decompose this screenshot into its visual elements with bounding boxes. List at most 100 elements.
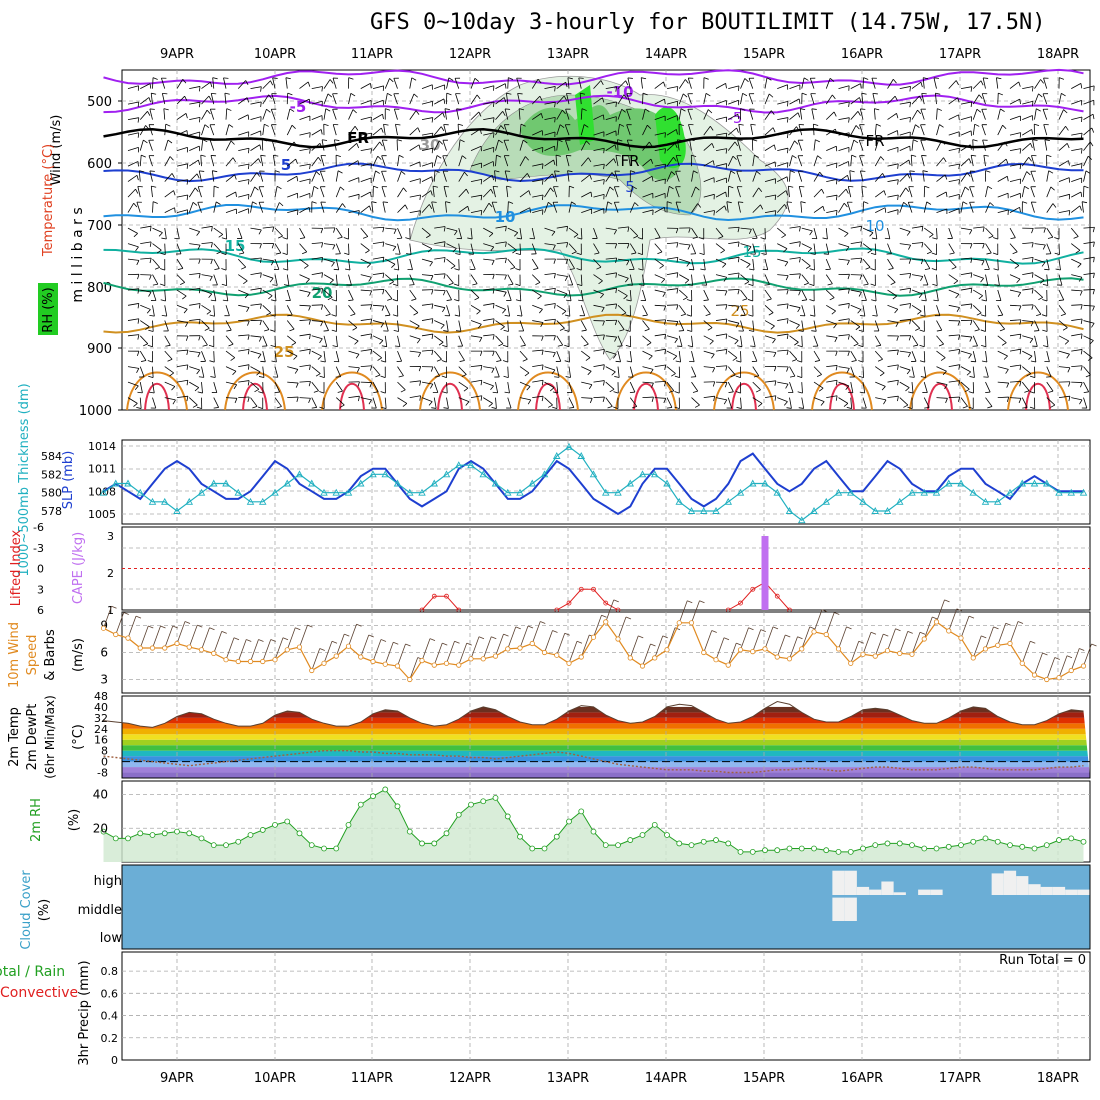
date-label-bottom: 9APR (160, 1071, 194, 1086)
wind-barb (1083, 226, 1095, 229)
wind-barb-flag (684, 279, 690, 284)
wind-barb (703, 160, 714, 167)
thickness-marker (944, 479, 953, 487)
wind-barb (605, 186, 611, 198)
wind-barb (397, 259, 400, 271)
surface-wind-barb-flag (932, 616, 938, 620)
wind-barb-flag (395, 123, 401, 126)
wind-barb-flag (387, 298, 393, 301)
wind-barb-flag (268, 94, 273, 99)
wind-barb-flag (768, 93, 774, 98)
wind-barb-flag (356, 367, 360, 373)
wind-speed-marker (260, 658, 266, 665)
wind-barb (323, 79, 331, 89)
wind-barb-flag (307, 81, 311, 87)
wind-barb-flag (634, 202, 639, 207)
wind-barb (936, 289, 939, 301)
wind-barb (323, 243, 335, 246)
wind-barb-flag (920, 259, 924, 265)
wind-barb (642, 305, 648, 316)
wind-barb (923, 243, 932, 252)
wind-barb-flag (705, 313, 711, 317)
wind-barb-flag (848, 185, 854, 188)
wind-barb-flag (1044, 268, 1050, 271)
wind-barb (1022, 115, 1033, 120)
wind-barb (617, 305, 627, 314)
wind-barb-flag (459, 360, 465, 362)
wind-barb (985, 186, 989, 198)
wind-barb-flag (319, 143, 323, 149)
rh-marker (909, 842, 915, 849)
wind-barb-flag (431, 333, 434, 340)
wind-barb-flag (1083, 185, 1089, 189)
wind-barb (176, 395, 188, 398)
wind-barb-flag (627, 284, 633, 286)
wind-barb (580, 335, 589, 345)
wind-barb (224, 93, 227, 105)
wind-barb (789, 350, 798, 360)
wind-barb (838, 318, 850, 321)
wind-barb (1021, 186, 1025, 198)
wind-barb-flag (623, 295, 628, 300)
wind-barb-flag (238, 252, 244, 255)
wind-barb-flag (352, 327, 358, 331)
wind-barb-flag (578, 299, 584, 302)
wind-barb (262, 320, 270, 330)
wind-barb-flag (723, 277, 728, 282)
wind-barb (149, 170, 153, 182)
wind-barb (483, 161, 494, 167)
wind-barb (1071, 349, 1083, 352)
wind-barb (260, 155, 264, 167)
wind-barb-flag (186, 396, 189, 402)
wind-barb (421, 100, 433, 105)
wind-barb-flag (392, 246, 397, 251)
wind-barb-flag (676, 86, 679, 92)
wind-barb (188, 173, 198, 182)
wind-barb-flag (183, 308, 188, 314)
surface-wind-barb-flag (307, 624, 313, 628)
wind-barb-flag (541, 396, 544, 402)
wind-barb-flag (613, 406, 619, 409)
wind-barb-flag (726, 201, 732, 204)
wind-barb-flag (786, 333, 789, 340)
wind-barb-flag (279, 202, 284, 207)
wind-barb (740, 320, 744, 332)
wind-barb-flag (655, 237, 661, 239)
wind-barb (250, 86, 262, 89)
wind-barb (250, 116, 262, 120)
wind-barb (679, 258, 690, 263)
wind-barb-flag (285, 77, 291, 80)
wind-barb (164, 124, 167, 136)
wind-barb-flag (272, 284, 278, 286)
wind-barb (455, 93, 460, 105)
wind-barb-flag (877, 358, 883, 362)
wind-barb (544, 159, 554, 167)
wind-barb-flag (270, 329, 276, 332)
wind-barb (433, 350, 442, 360)
wind-barb (764, 194, 776, 198)
wind-barb-flag (755, 389, 761, 393)
temp2m-panel (121, 695, 1091, 779)
wind-barb (703, 126, 711, 136)
wind-barb (483, 334, 495, 337)
wind-barb (642, 366, 654, 370)
wind-barb (189, 131, 200, 136)
wind-barb-flag (456, 108, 462, 110)
surface-wind-barb-flag (160, 625, 166, 629)
wind-barb-flag (417, 127, 421, 133)
wind-barb-flag (752, 139, 758, 142)
wind-barb (985, 258, 990, 270)
surface-wind-barb (703, 630, 713, 653)
wind-barb (859, 108, 864, 120)
wind-barb (764, 289, 772, 300)
wind-barb (164, 290, 166, 302)
wind-barb (1071, 100, 1082, 105)
wind-barb-flag (430, 190, 433, 196)
wind-barb (164, 320, 169, 332)
surface-wind-barb (164, 625, 174, 649)
wind-barb (421, 147, 433, 151)
wind-barb-flag (892, 295, 897, 300)
wind-barb-flag (871, 299, 877, 302)
wind-barb (740, 243, 752, 248)
wind-barb (593, 396, 605, 398)
